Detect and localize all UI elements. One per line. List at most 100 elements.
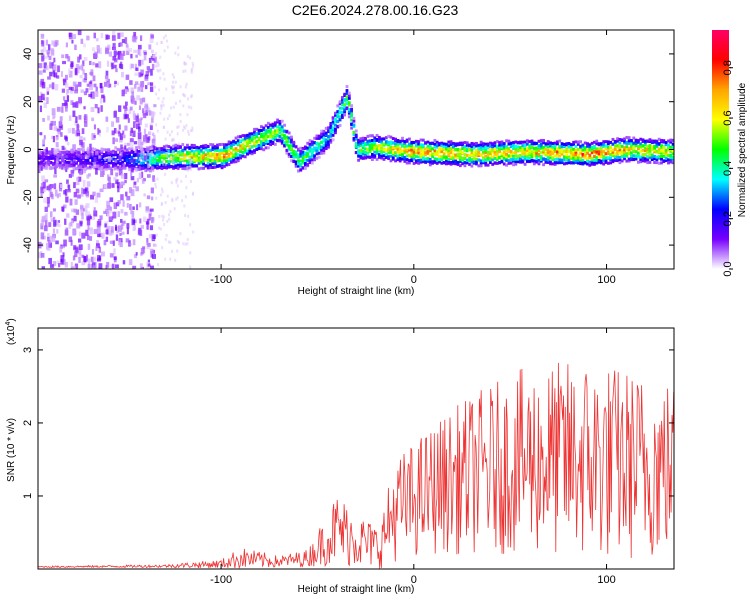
spectrogram-cell <box>498 155 502 159</box>
spectrogram-cell <box>236 139 240 143</box>
spectrogram-noise-cell <box>125 238 130 243</box>
spectrogram-cell <box>442 161 446 165</box>
spectrogram-cell <box>371 139 374 143</box>
spectrogram-cell <box>539 139 543 143</box>
spectrogram-cell <box>664 156 668 160</box>
spectrogram-cell <box>606 152 610 156</box>
spectrogram-cell <box>521 140 525 144</box>
spectrogram-cell <box>213 145 217 149</box>
spectrogram-cell <box>373 140 377 144</box>
spectrogram-cell <box>234 154 238 158</box>
spectrogram-cell <box>149 166 152 170</box>
spectrogram-cell <box>364 141 367 145</box>
spectrogram-cell <box>357 151 360 155</box>
spectrogram-cell <box>195 148 199 152</box>
spectrogram-noise-cell <box>171 145 174 149</box>
spectrogram-cell <box>639 160 643 164</box>
spectrogram-cell <box>280 139 284 143</box>
spectrogram-cell <box>495 152 499 156</box>
spectrogram-cell <box>421 149 425 153</box>
spectrogram-cell <box>544 144 548 148</box>
spectrogram-noise-cell <box>64 189 68 196</box>
spectrogram-noise-cell <box>130 87 135 94</box>
spectrogram-cell <box>435 152 439 156</box>
snr-y-axis-label: SNR (10 * v/v) <box>6 418 17 482</box>
spectrogram-cell <box>667 161 670 165</box>
spectrogram-cell <box>276 125 280 129</box>
spectrogram-cell <box>410 140 414 144</box>
spectrogram-noise-cell <box>135 115 139 123</box>
spectrogram-noise-cell <box>169 240 172 244</box>
spectrogram-cell <box>266 146 270 150</box>
spectrogram-cell <box>669 153 673 157</box>
spectrogram-cell <box>336 124 340 128</box>
spectrogram-cell <box>197 152 201 156</box>
spectrogram-cell <box>227 140 231 144</box>
spectrogram-cell <box>650 153 654 157</box>
spectrogram-noise-cell <box>112 31 116 37</box>
spectrogram-cell <box>199 148 203 152</box>
spectrogram-noise-cell <box>48 55 52 61</box>
spectrogram-cell <box>586 144 589 148</box>
spectrogram-cell <box>361 140 365 144</box>
spectrogram-noise-cell <box>133 181 137 185</box>
spectrogram-noise-cell <box>70 100 74 106</box>
spectrogram-cell <box>357 149 360 153</box>
spectrogram-cell <box>500 145 504 149</box>
spectrogram-cell <box>371 157 374 161</box>
spectrogram-noise-cell <box>79 139 83 146</box>
spectrogram-cell <box>357 154 360 158</box>
spectrogram-cell <box>419 143 423 147</box>
spectrogram-cell <box>375 151 379 155</box>
spectrogram-noise-cell <box>134 63 137 71</box>
spectrogram-noise-cell <box>155 243 158 247</box>
spectrogram-noise-cell <box>187 97 190 101</box>
spectrogram-cell <box>655 141 659 145</box>
spectrogram-cell <box>250 138 254 142</box>
spectrogram-cell <box>260 147 263 151</box>
spectrogram-cell <box>442 142 446 146</box>
spectrogram-cell <box>375 147 379 151</box>
spectrogram-cell <box>253 130 256 134</box>
spectrogram-cell <box>142 166 145 170</box>
spectrogram-cell <box>253 149 256 153</box>
spectrogram-cell <box>442 155 446 159</box>
spectrogram-noise-cell <box>81 261 86 266</box>
spectrogram-cell <box>91 147 94 151</box>
spectrogram-cell <box>255 147 259 151</box>
spectrogram-noise-cell <box>120 209 124 214</box>
spectrogram-noise-cell <box>87 225 90 231</box>
spectrogram-cell <box>498 161 502 165</box>
spectrogram-noise-cell <box>88 93 92 98</box>
spectrogram-cell <box>350 118 354 122</box>
spectrogram-cell <box>454 153 458 157</box>
spectrogram-noise-cell <box>40 252 45 258</box>
spectrogram-cell <box>669 156 673 160</box>
spectrogram-cell <box>609 161 613 165</box>
spectrogram-noise-cell <box>155 196 158 200</box>
spectrogram-cell <box>255 127 259 131</box>
spectrogram-cell <box>257 143 261 147</box>
spectrogram-cell <box>387 151 391 155</box>
spectrogram-cell <box>653 157 656 161</box>
spectrogram-cell <box>209 151 212 155</box>
spectrogram-cell <box>377 144 381 148</box>
spectrogram-noise-cell <box>79 253 82 257</box>
spectrogram-noise-cell <box>40 49 44 56</box>
spectrogram-noise-cell <box>148 213 152 221</box>
spectrogram-cell <box>114 153 118 157</box>
spectrogram-cell <box>70 148 74 152</box>
spectrogram-cell <box>599 146 603 150</box>
spectrogram-cell <box>528 157 532 161</box>
spectrogram-cell <box>565 161 569 165</box>
spectrogram-cell <box>542 138 545 142</box>
spectrogram-noise-cell <box>63 190 66 195</box>
spectrogram-cell <box>669 157 673 161</box>
spectrogram-cell <box>630 158 633 162</box>
spectrogram-x-tick-label: 0 <box>411 274 417 286</box>
spectrogram-noise-cell <box>161 100 164 104</box>
spectrogram-noise-cell <box>129 80 133 85</box>
spectrogram-noise-cell <box>118 51 122 56</box>
spectrogram-cell <box>306 148 310 152</box>
spectrogram-noise-cell <box>141 179 145 184</box>
